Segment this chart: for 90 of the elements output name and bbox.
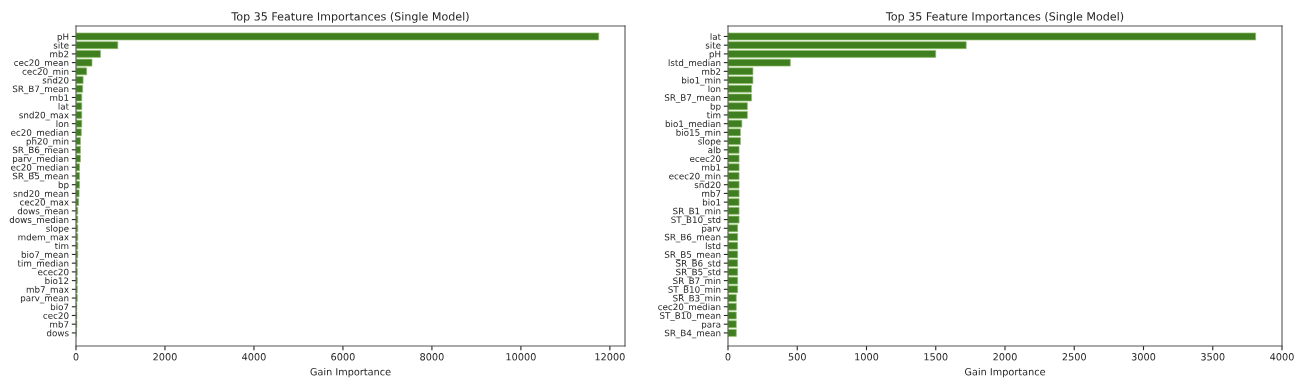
y-tick-label: snd20_max bbox=[19, 111, 69, 121]
y-tick-label: bp bbox=[58, 181, 69, 190]
y-tick-label: ec20_median bbox=[11, 129, 69, 138]
chart-title: Top 35 Feature Importances (Single Model) bbox=[231, 12, 469, 23]
x-tick-label: 0 bbox=[725, 353, 731, 361]
y-tick-label: cec20_min bbox=[22, 68, 69, 77]
y-tick-label: mb2 bbox=[702, 68, 721, 75]
y-tick-label: slope bbox=[698, 137, 721, 147]
y-tick-label: cec20_max bbox=[19, 198, 69, 208]
y-tick-label: lat bbox=[710, 33, 721, 40]
y-tick-label: bio1 bbox=[702, 198, 721, 206]
y-tick-label: site bbox=[705, 41, 721, 49]
y-tick-label: dows bbox=[46, 329, 69, 337]
y-tick-label: tim_median bbox=[17, 259, 69, 269]
y-tick-label: pH bbox=[709, 50, 721, 60]
y-tick-label: lstd_median bbox=[668, 59, 721, 69]
y-tick-label: ecec20_min bbox=[669, 172, 721, 182]
x-tick-label: 2000 bbox=[153, 353, 177, 361]
x-tick-label: 0 bbox=[73, 353, 79, 361]
y-tick-label: bio7 bbox=[50, 303, 69, 311]
x-axis-title: Gain Importance bbox=[964, 367, 1046, 378]
chart-title: Top 35 Feature Importances (Single Model) bbox=[885, 12, 1124, 23]
y-tick-label: SR_B6_std bbox=[676, 259, 721, 269]
y-tick-label: parv_median bbox=[12, 155, 69, 164]
y-tick-label: SR_B7_mean bbox=[664, 94, 721, 103]
x-tick-label: 2500 bbox=[1062, 353, 1086, 361]
x-tick-label: 3500 bbox=[1201, 353, 1225, 361]
y-tick-label: mb7 bbox=[50, 320, 69, 328]
y-tick-label: lstd bbox=[705, 242, 721, 250]
y-tick-label: SR_B4_mean bbox=[664, 329, 721, 339]
y-tick-label: lon bbox=[708, 85, 721, 93]
y-tick-label: SR_B5_mean bbox=[12, 172, 69, 182]
y-tick-label: tim bbox=[706, 111, 721, 119]
y-tick-label: ST_B10_min bbox=[668, 286, 721, 295]
y-tick-label: site bbox=[53, 41, 69, 49]
y-tick-label: ph20_min bbox=[26, 137, 69, 147]
y-tick-label: dows_mean bbox=[17, 207, 69, 217]
y-tick-label: tim bbox=[54, 242, 69, 250]
x-axis-title: Gain Importance bbox=[310, 367, 391, 378]
y-tick-label: SR_B7_min bbox=[673, 277, 721, 286]
y-tick-label: bio15_min bbox=[676, 129, 721, 138]
y-tick-label: bio1_min bbox=[682, 76, 721, 86]
y-tick-label: dows_median bbox=[9, 216, 69, 225]
y-tick-label: parv_mean bbox=[20, 296, 69, 304]
y-tick-label: snd20_mean bbox=[13, 190, 69, 199]
x-tick-label: 2000 bbox=[993, 353, 1017, 361]
x-tick-label: 500 bbox=[788, 353, 806, 361]
x-tick-label: 1000 bbox=[855, 353, 879, 361]
y-tick-label: snd20 bbox=[42, 76, 69, 84]
x-tick-label: 1500 bbox=[924, 353, 948, 361]
y-tick-label: bio7_mean bbox=[21, 251, 69, 260]
y-tick-label: slope bbox=[46, 224, 69, 234]
y-tick-label: bio1_median bbox=[665, 120, 721, 130]
y-tick-label: SR_B7_mean bbox=[12, 85, 69, 95]
x-tick-label: 4000 bbox=[1270, 353, 1294, 361]
x-tick-label: 8000 bbox=[420, 353, 444, 361]
y-tick-label: ecec20 bbox=[38, 268, 69, 276]
y-tick-label: parv bbox=[702, 226, 721, 234]
y-tick-label: alb bbox=[708, 146, 721, 154]
y-tick-label: mb1 bbox=[50, 94, 69, 101]
y-tick-label: lon bbox=[56, 120, 69, 128]
y-tick-label: ST_B10_mean bbox=[660, 312, 721, 321]
x-tick-label: 10000 bbox=[506, 353, 536, 361]
x-tick-label: 12000 bbox=[595, 353, 625, 361]
y-tick-label: ecec20 bbox=[690, 155, 721, 162]
y-tick-label: mb2 bbox=[50, 50, 69, 58]
y-tick-label: mb1 bbox=[702, 163, 721, 171]
y-tick-label: ST_B10_std bbox=[671, 216, 721, 225]
y-tick-label: ec20_median bbox=[11, 163, 69, 173]
y-tick-label: SR_B3_min bbox=[673, 294, 721, 304]
y-tick-label: SR_B5_std bbox=[676, 268, 721, 278]
y-tick-label: lat bbox=[58, 102, 69, 110]
x-tick-label: 4000 bbox=[242, 353, 266, 361]
y-tick-label: pH bbox=[57, 33, 69, 42]
y-tick-label: snd20 bbox=[694, 181, 721, 189]
y-tick-label: mdem_max bbox=[18, 233, 69, 243]
y-tick-label: cec20_mean bbox=[14, 59, 69, 68]
y-tick-label: mb7_max bbox=[26, 286, 69, 295]
y-tick-label: SR_B1_min bbox=[673, 207, 721, 217]
y-tick-label: cec20 bbox=[43, 312, 69, 319]
y-tick-label: bio12 bbox=[45, 277, 69, 285]
y-tick-label: bp bbox=[710, 102, 721, 112]
x-tick-label: 3000 bbox=[1131, 353, 1156, 361]
x-tick-label: 6000 bbox=[331, 353, 355, 361]
y-tick-label: SR_B6_mean bbox=[664, 233, 721, 243]
y-tick-label: SR_B5_mean bbox=[664, 251, 721, 260]
y-tick-label: SR_B6_mean bbox=[12, 146, 69, 156]
y-tick-label: cec20_median bbox=[658, 303, 721, 313]
y-tick-label: mb7 bbox=[702, 190, 721, 197]
y-tick-label: para bbox=[701, 322, 721, 330]
